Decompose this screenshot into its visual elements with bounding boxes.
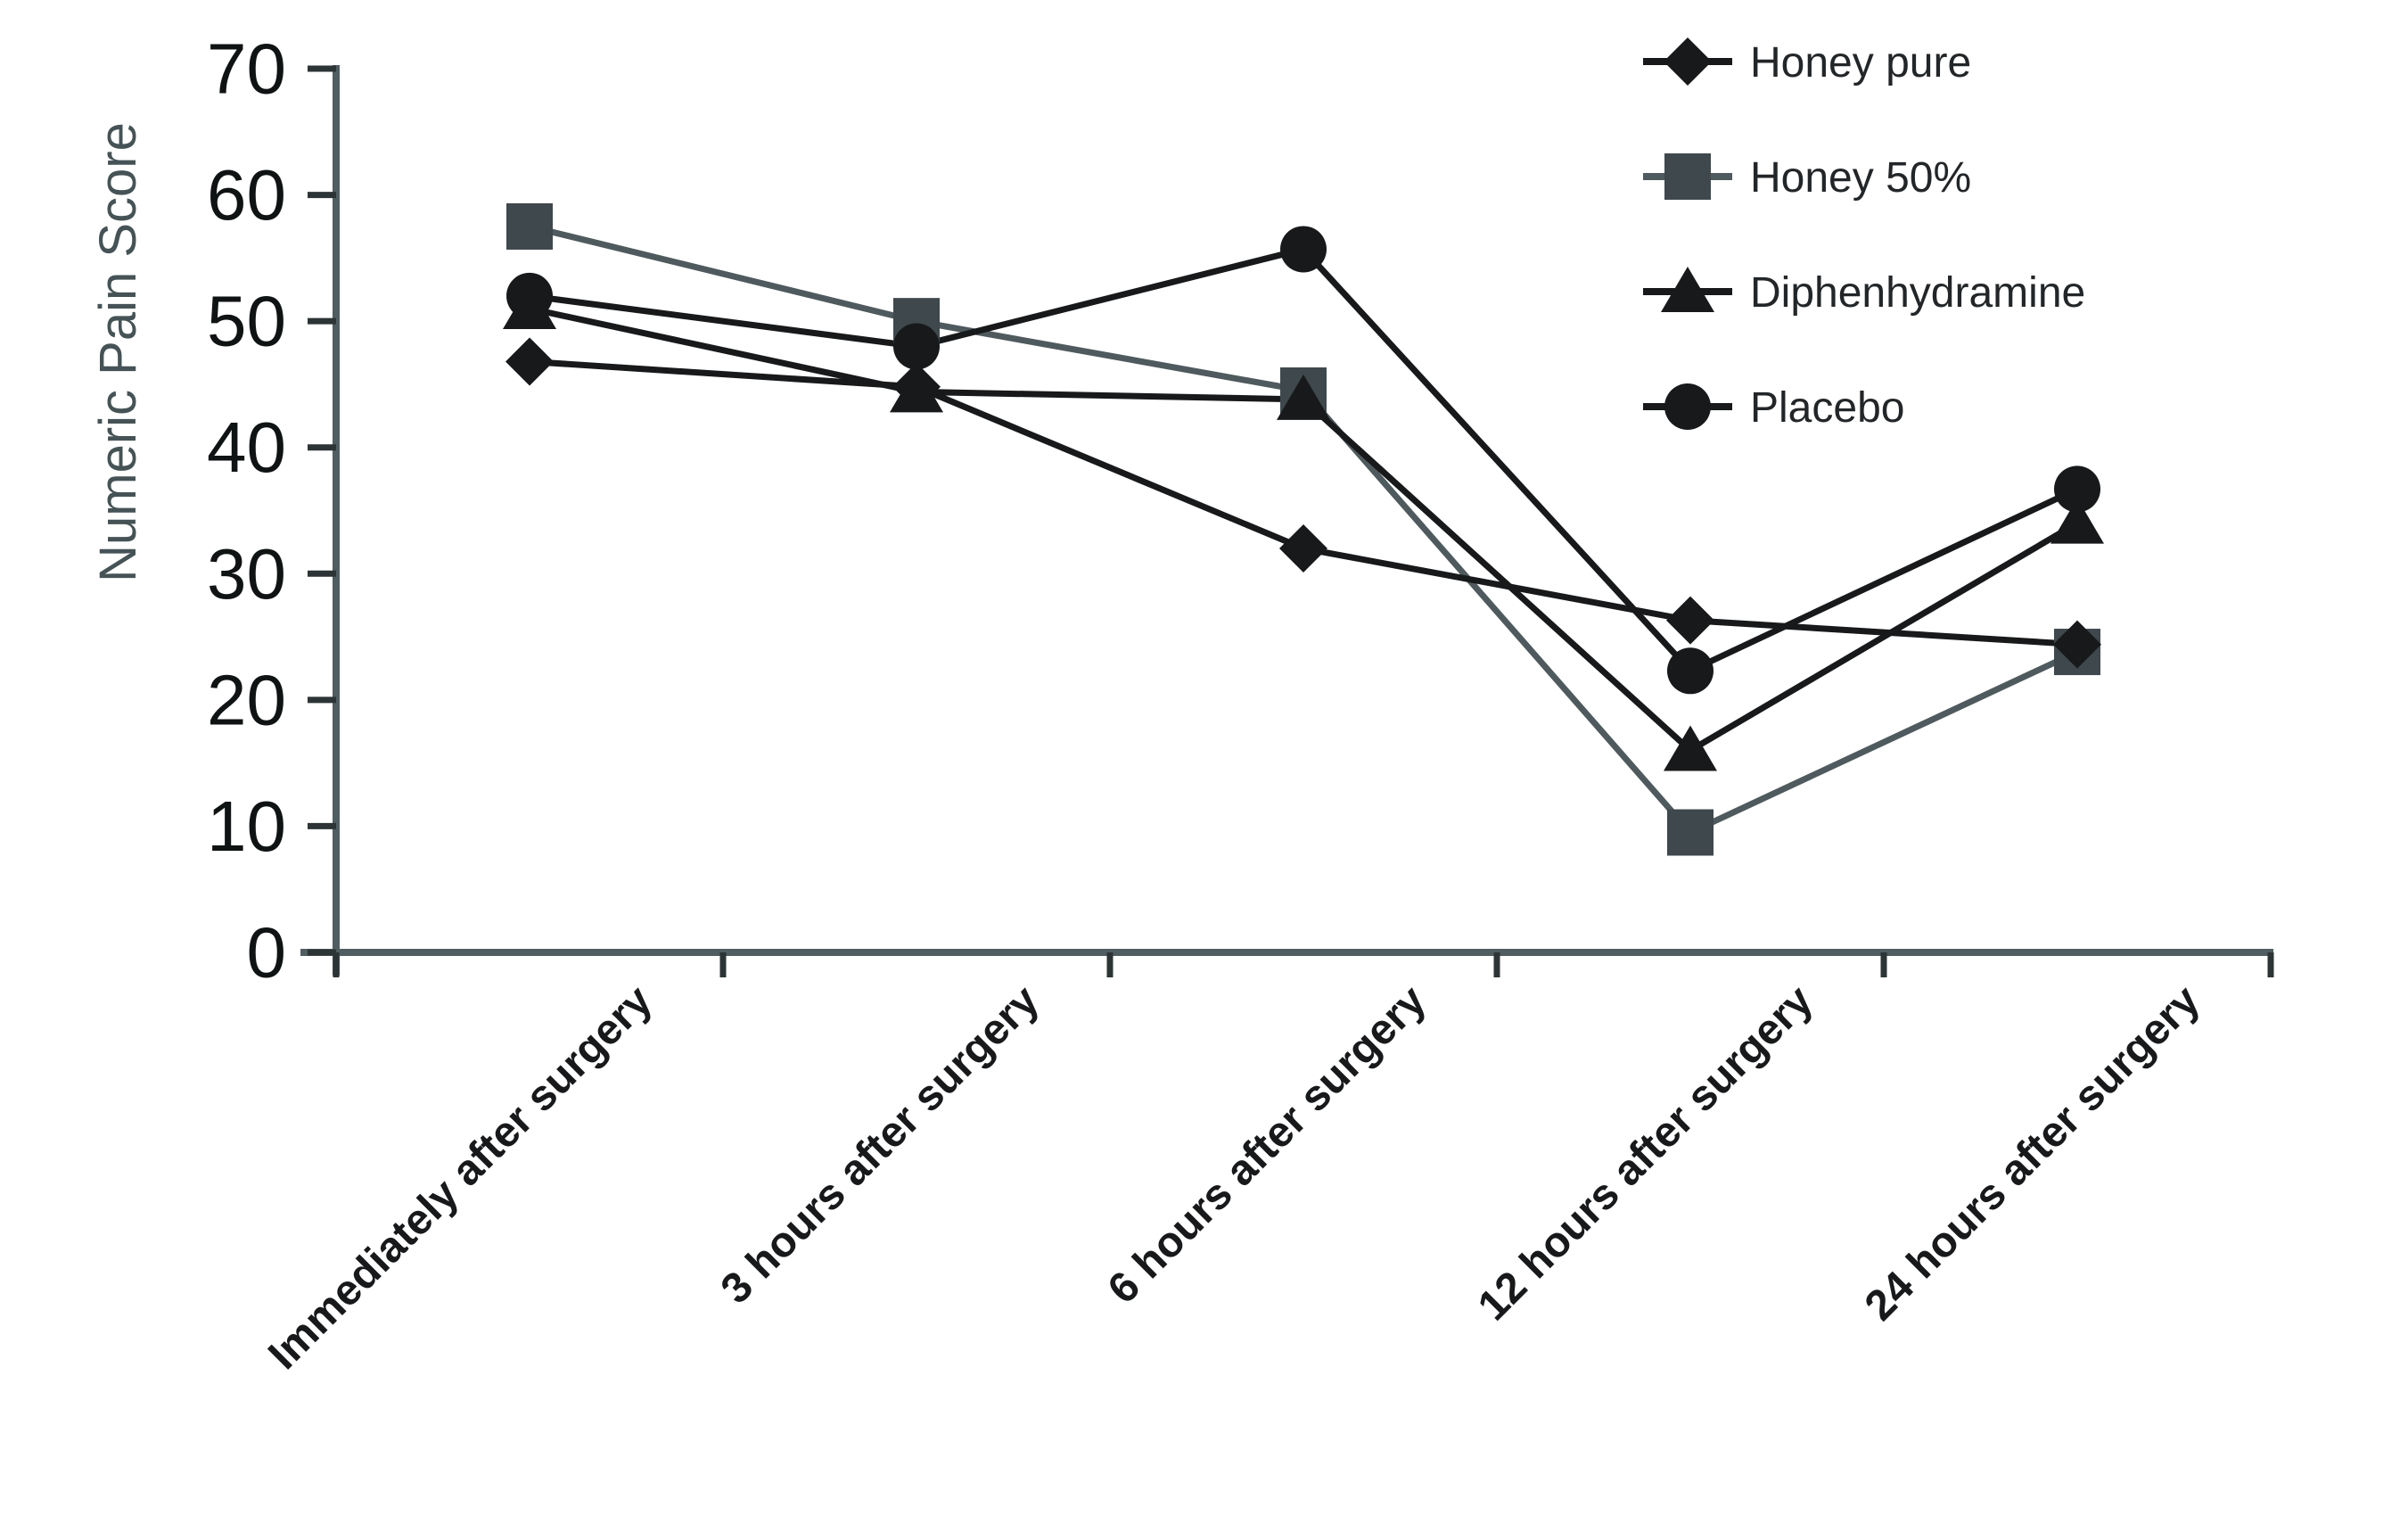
- y-tick-label: 40: [207, 408, 286, 487]
- y-tick-label: 30: [207, 534, 286, 614]
- triangle-icon: [1661, 267, 1714, 312]
- y-tick-label: 60: [207, 155, 286, 235]
- diamond-icon: [1664, 37, 1712, 86]
- legend-item-honey-pure: Honey pure: [1643, 37, 1971, 87]
- x-axis-label: 6 hours after surgery: [1099, 976, 1435, 1313]
- y-tick-label: 50: [207, 282, 286, 361]
- circle-marker: [893, 323, 940, 370]
- diamond-marker: [1666, 596, 1714, 645]
- triangle-marker: [1277, 374, 1330, 420]
- circle-icon: [1664, 383, 1711, 430]
- series-markers: [503, 202, 2104, 856]
- y-tick-label: 70: [207, 29, 286, 109]
- legend-label: Diphenhydramine: [1750, 269, 2085, 317]
- diamond-marker: [1279, 523, 1327, 573]
- diamond-marker: [2053, 620, 2101, 669]
- legend-item-placebo: Placebo: [1643, 383, 1904, 432]
- legend-label: Honey pure: [1750, 39, 1971, 87]
- y-tick-label: 10: [207, 787, 286, 866]
- x-axis-label: 24 hours after surgery: [1856, 976, 2209, 1330]
- legend-item-honey-50-: Honey 50%: [1643, 153, 1971, 202]
- x-axis-label: 3 hours after surgery: [712, 976, 1048, 1313]
- y-axis-title: Numeric Pain Score: [89, 122, 147, 582]
- circle-marker: [2054, 466, 2100, 513]
- axes: [300, 65, 2273, 976]
- triangle-marker: [2050, 498, 2104, 544]
- square-marker: [1667, 809, 1714, 856]
- square-icon: [1664, 153, 1711, 200]
- y-tick-label: 0: [247, 913, 287, 993]
- square-marker: [506, 202, 553, 250]
- x-axis-labels: Immediately after surgery 3 hours after s…: [259, 976, 2209, 1379]
- legend-label: Honey 50%: [1750, 154, 1971, 202]
- triangle-marker: [890, 367, 943, 413]
- circle-marker: [506, 272, 553, 319]
- x-axis-label: Immediately after surgery: [259, 976, 662, 1379]
- circle-marker: [1667, 647, 1714, 695]
- legend-item-diphenhydramine: Diphenhydramine: [1643, 267, 2085, 317]
- y-tick-label: 20: [207, 660, 286, 739]
- x-axis-ticks: [333, 952, 2274, 977]
- legend: Honey pure Honey 50% Diphenhydramine Placeb…: [1643, 37, 2085, 432]
- x-axis-label: 12 hours after surgery: [1469, 976, 1822, 1330]
- triangle-marker: [1664, 725, 1717, 771]
- diamond-marker: [505, 337, 554, 386]
- y-axis-ticks: 0 10 20 30 40 50 60 70: [207, 29, 336, 993]
- circle-marker: [1280, 226, 1327, 273]
- legend-label: Placebo: [1750, 384, 1904, 432]
